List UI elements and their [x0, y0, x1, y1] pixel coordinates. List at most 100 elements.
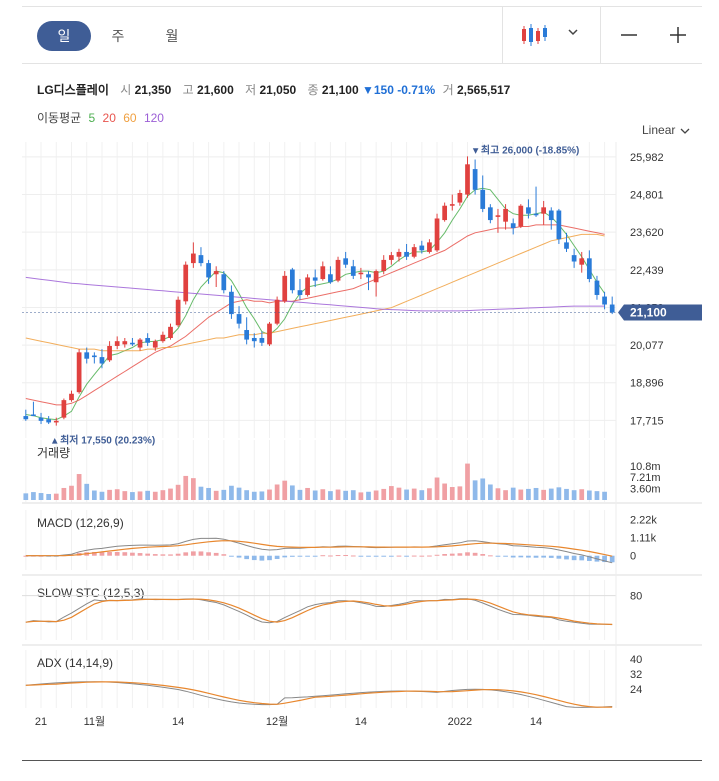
macd-histogram-bar	[419, 555, 425, 557]
macd-histogram-bar	[343, 555, 349, 557]
candle-body	[442, 205, 448, 221]
scale-selector[interactable]: Linear	[642, 123, 691, 137]
period-week-tab[interactable]: 주	[111, 28, 125, 44]
candle-body	[556, 210, 562, 240]
candle-body	[419, 245, 425, 251]
candle-body	[251, 337, 257, 342]
volume-bar	[76, 474, 82, 500]
macd-histogram-bar	[541, 555, 547, 558]
moving-average-legend: 이동평균 5 20 60 120	[37, 109, 164, 126]
volume-bar	[602, 491, 607, 500]
scale-label: Linear	[642, 123, 676, 137]
candle-body	[107, 345, 112, 361]
candle-body	[122, 341, 128, 345]
macd-histogram-bar	[442, 554, 448, 556]
volume-label: 거	[442, 83, 454, 97]
candle-body	[61, 400, 67, 418]
macd-histogram-bar	[457, 553, 463, 556]
candle-body	[510, 223, 516, 229]
candle-body	[480, 189, 486, 209]
volume-bar	[457, 486, 463, 500]
macd-histogram-bar	[434, 554, 440, 556]
volume-bar	[487, 484, 493, 500]
price-tick-label: 17,715	[630, 415, 664, 427]
volume-bar	[449, 487, 455, 500]
volume-bar	[404, 489, 409, 500]
macd-histogram-bar	[358, 555, 364, 557]
macd-histogram-bar	[350, 555, 356, 557]
candle-body	[76, 352, 82, 393]
candle-body	[244, 330, 250, 340]
volume-bar	[434, 477, 440, 500]
candle-body	[312, 277, 318, 281]
x-axis-label: 11월	[84, 715, 106, 728]
volume-bar	[107, 489, 112, 500]
ma-120: 120	[143, 111, 164, 125]
chevron-down-icon[interactable]	[566, 25, 580, 39]
high-value: 21,600	[197, 83, 234, 97]
adx-tick-label: 40	[630, 654, 642, 666]
volume-bar	[114, 489, 120, 500]
candle-body	[152, 341, 158, 348]
candle-body	[602, 296, 607, 305]
stock-summary: LG디스플레이 시 21,350 고 21,600 저 21,050 종 21,…	[37, 81, 510, 98]
candle-body	[91, 355, 97, 358]
macd-histogram-bar	[465, 552, 470, 556]
volume-bar	[427, 488, 432, 500]
macd-histogram-bar	[206, 552, 211, 556]
zoom-in-plus-icon[interactable]	[668, 25, 688, 45]
macd-histogram-bar	[244, 555, 250, 560]
volume-bar	[358, 492, 364, 500]
macd-histogram-bar	[503, 555, 508, 557]
low-annotation: ▴ 최저 17,550 (20.23%)	[51, 434, 155, 447]
macd-histogram-bar	[152, 554, 158, 556]
x-axis-label: 2022	[448, 716, 472, 728]
ma-120-line	[25, 276, 605, 312]
candle-body	[579, 258, 585, 265]
ma-20-line	[25, 224, 605, 406]
volume-bar	[190, 478, 196, 500]
macd-histogram-bar	[282, 555, 288, 558]
period-month-tab[interactable]: 월	[165, 28, 179, 44]
macd-histogram-bar	[175, 553, 181, 556]
open-value: 21,350	[134, 83, 172, 97]
candle-body	[609, 304, 615, 313]
volume-bar	[91, 490, 97, 500]
volume-tick-label: 3.60m	[630, 484, 661, 496]
price-tick-label: 22,439	[630, 265, 664, 277]
ma-20: 20	[102, 111, 116, 125]
candle-body	[23, 416, 29, 420]
macd-histogram-bar	[229, 555, 234, 557]
macd-histogram-bar	[449, 553, 455, 556]
volume-bar	[373, 490, 379, 500]
zoom-out-minus-icon[interactable]	[619, 25, 639, 45]
price-tick-label: 20,077	[630, 340, 664, 352]
volume-value: 2,565,517	[456, 83, 511, 97]
volume-bar	[145, 490, 151, 500]
candle-body	[457, 192, 463, 203]
adx-tick-label: 24	[630, 684, 642, 696]
candle-body	[503, 208, 508, 222]
volume-bar	[571, 490, 577, 500]
candle-body	[350, 266, 356, 276]
macd-histogram-bar	[267, 555, 272, 561]
open-label: 시	[120, 83, 132, 97]
candle-body	[366, 274, 371, 278]
volume-bar	[305, 487, 310, 500]
candle-body	[114, 341, 120, 346]
volume-bar	[343, 490, 349, 500]
candlestick-icon[interactable]	[520, 22, 550, 48]
x-axis-label: 14	[530, 716, 542, 728]
macd-histogram-bar	[328, 555, 333, 557]
volume-bar	[31, 492, 36, 500]
volume-bar	[198, 486, 204, 500]
period-day-tab[interactable]: 일	[37, 21, 91, 51]
volume-bar	[586, 490, 592, 500]
candle-body	[53, 420, 59, 423]
x-axis-label: 12월	[266, 715, 288, 728]
volume-bar	[53, 493, 59, 500]
volume-bar	[289, 485, 295, 500]
candle-body	[46, 419, 52, 423]
macd-histogram-bar	[404, 555, 409, 557]
